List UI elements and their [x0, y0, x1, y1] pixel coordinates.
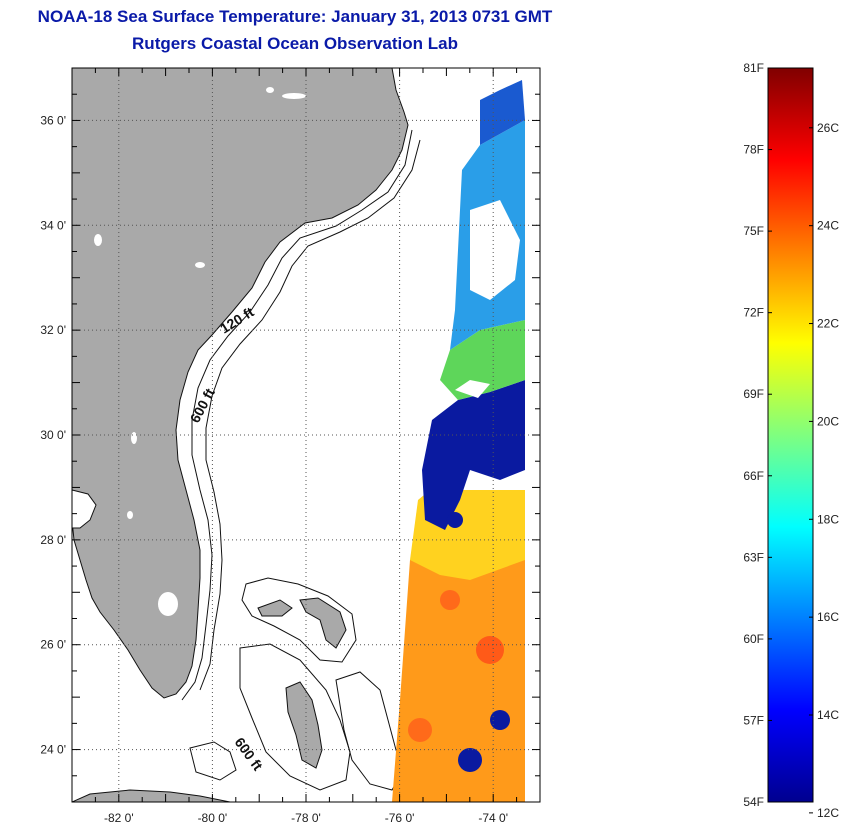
colorbar-ticks: 81F 78F 75F 72F 69F 66F 63F 60F 57F 54F 26C 24C 22C 2… [743, 61, 839, 820]
swath-north-tip [480, 80, 525, 145]
colorbar-label-f: 63F [743, 550, 764, 564]
x-tick-label: -74 0' [478, 811, 508, 825]
colorbar-label-c: 16C [817, 610, 839, 624]
swath-warm-south [392, 545, 525, 802]
y-tick-label: 30 0' [40, 428, 66, 442]
warm-patch [476, 636, 504, 664]
y-tick-label: 24 0' [40, 743, 66, 757]
gulf-coast [72, 489, 97, 529]
y-tick-label: 36 0' [40, 113, 66, 127]
cloud-gap [470, 200, 520, 300]
colorbar-label-f: 54F [743, 795, 764, 809]
x-tick-label: -80 0' [198, 811, 228, 825]
land-bahamas-andros [285, 681, 323, 769]
colorbar: 81F 78F 75F 72F 69F 66F 63F 60F 57F 54F 26C 24C 22C 2… [743, 61, 839, 820]
sst-swath [392, 80, 525, 802]
cloud-gap [455, 380, 490, 398]
lake-icon [127, 511, 133, 519]
colorbar-label-f: 81F [743, 61, 764, 75]
contour-120ft [181, 129, 413, 701]
land-cuba [72, 789, 231, 802]
warm-patch [408, 718, 432, 742]
colorbar-label-c: 14C [817, 708, 839, 722]
lake-icon [195, 262, 205, 268]
colorbar-label-c: 12C [817, 806, 839, 820]
colorbar-label-f: 75F [743, 224, 764, 238]
y-tick-label: 28 0' [40, 533, 66, 547]
colorbar-label-f: 60F [743, 632, 764, 646]
colorbar-label-c: 24C [817, 219, 839, 233]
colorbar-label-c: 18C [817, 512, 839, 526]
colorbar-label-f: 57F [743, 713, 764, 727]
x-tick-label: -78 0' [291, 811, 321, 825]
swath-cloud-blue [422, 380, 525, 530]
colorbar-label-f: 78F [743, 143, 764, 157]
bank-great-bahama [239, 643, 351, 791]
y-tick-label: 32 0' [40, 323, 66, 337]
colorbar-label-c: 22C [817, 317, 839, 331]
colorbar-label-f: 66F [743, 469, 764, 483]
axis-ticks: -82 0' -80 0' -78 0' -76 0' -74 0' 24 0' 26 0'… [40, 67, 541, 825]
x-tick-label: -76 0' [385, 811, 415, 825]
bank-little-bahama [241, 577, 357, 663]
bank-south [189, 741, 237, 781]
lake-icon [282, 93, 306, 99]
cloud-patch [458, 748, 482, 772]
cloud-patch [490, 710, 510, 730]
lake-icon [131, 432, 137, 444]
contour-600ft [199, 139, 421, 691]
colorbar-gradient [767, 67, 814, 803]
y-tick-label: 26 0' [40, 638, 66, 652]
map-title: NOAA-18 Sea Surface Temperature: January… [37, 7, 553, 26]
lake-icon [94, 234, 102, 246]
colorbar-label-c: 26C [817, 121, 839, 135]
colorbar-label-f: 69F [743, 387, 764, 401]
swath-green [440, 320, 525, 400]
x-tick-label: -82 0' [104, 811, 134, 825]
land-bahamas-grand [257, 599, 293, 617]
colorbar-label-c: 20C [817, 414, 839, 428]
colorbar-label-f: 72F [743, 306, 764, 320]
y-tick-label: 34 0' [40, 218, 66, 232]
warm-patch [440, 590, 460, 610]
lake-icon [266, 87, 274, 93]
cloud-patch [447, 512, 463, 528]
land-bahamas-abaco [299, 597, 347, 649]
map-subtitle: Rutgers Coastal Ocean Observation Lab [132, 34, 458, 53]
lake-okeechobee [158, 592, 178, 616]
